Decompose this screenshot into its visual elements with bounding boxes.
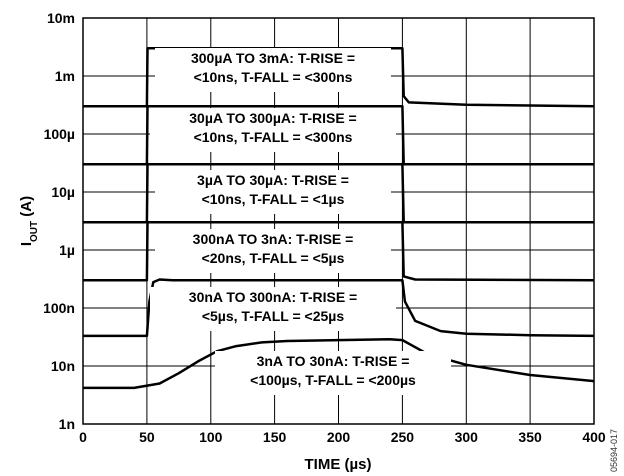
x-tick-label: 400 — [582, 429, 606, 445]
annotation-background — [155, 170, 391, 214]
annotation-line-1: 30µA TO 300µA: T-RISE = — [189, 110, 356, 126]
y-tick-label: 10n — [51, 358, 75, 374]
annotation-line-1: 3nA TO 30nA: T-RISE = — [257, 353, 410, 369]
x-tick-label: 300 — [455, 429, 479, 445]
annotation-4: 300nA TO 3nA: T-RISE = <20ns, T-FALL = <5… — [155, 229, 391, 273]
annotation-background — [150, 287, 396, 331]
annotation-3: 3µA TO 30µA: T-RISE = <10ns, T-FALL = <1µ… — [155, 170, 391, 214]
x-axis-title: TIME (µs) — [305, 456, 372, 473]
series-line-4 — [83, 221, 595, 282]
series-line-3 — [83, 163, 594, 224]
annotation-line-2: <10ns, T-FALL = <1µs — [202, 191, 345, 207]
annotation-line-1: 3µA TO 30µA: T-RISE = — [197, 172, 349, 188]
annotation-2: 30µA TO 300µA: T-RISE = <10ns, T-FALL = <… — [150, 108, 396, 152]
y-tick-label: 1n — [59, 416, 75, 432]
y-tick-label: 10µ — [51, 184, 75, 200]
annotation-line-2: <10ns, T-FALL = <300ns — [194, 69, 353, 85]
x-tick-label: 50 — [139, 429, 155, 445]
annotation-background — [215, 351, 451, 395]
y-tick-label: 1m — [55, 68, 75, 84]
y-tick-labels: 1n 10n 100n 1µ 10µ 100µ 1m 10m — [43, 10, 75, 432]
annotation-line-2: <10ns, T-FALL = <300ns — [194, 129, 353, 145]
series-line-5 — [83, 278, 595, 338]
x-tick-label: 350 — [518, 429, 542, 445]
y-tick-label: 100µ — [44, 126, 75, 142]
x-tick-label: 100 — [199, 429, 223, 445]
figure-id: 05694-017 — [609, 429, 619, 472]
annotation-6: 3nA TO 30nA: T-RISE = <100µs, T-FALL = <2… — [215, 351, 451, 395]
x-tick-label: 250 — [391, 429, 415, 445]
series-line-1 — [83, 47, 595, 108]
x-tick-label: 150 — [263, 429, 287, 445]
annotation-line-2: <20ns, T-FALL = <5µs — [202, 250, 345, 266]
annotation-line-2: <100µs, T-FALL = <200µs — [250, 372, 416, 388]
x-tick-label: 0 — [79, 429, 87, 445]
annotation-line-1: 300nA TO 3nA: T-RISE = — [193, 231, 354, 247]
series-line-2 — [83, 105, 594, 166]
annotations: 300µA TO 3mA: T-RISE = <10ns, T-FALL = <3… — [150, 48, 451, 395]
annotation-line-2: <5µs, T-FALL = <25µs — [202, 308, 345, 324]
annotation-5: 30nA TO 300nA: T-RISE = <5µs, T-FALL = <2… — [150, 287, 396, 331]
x-tick-label: 200 — [327, 429, 351, 445]
y-tick-label: 10m — [47, 10, 75, 26]
annotation-1: 300µA TO 3mA: T-RISE = <10ns, T-FALL = <3… — [155, 48, 391, 92]
annotation-background — [150, 108, 396, 152]
annotation-line-1: 30nA TO 300nA: T-RISE = — [189, 289, 357, 305]
y-tick-label: 100n — [43, 300, 75, 316]
annotation-line-1: 300µA TO 3mA: T-RISE = — [191, 50, 355, 66]
plot-frame — [82, 17, 595, 425]
y-tick-label: 1µ — [59, 242, 75, 258]
x-tick-labels: 0 50 100 150 200 250 300 350 400 — [79, 429, 606, 445]
annotation-background — [155, 48, 391, 92]
y-axis-title: IOUT (A) — [18, 196, 40, 246]
annotation-background — [155, 229, 391, 273]
